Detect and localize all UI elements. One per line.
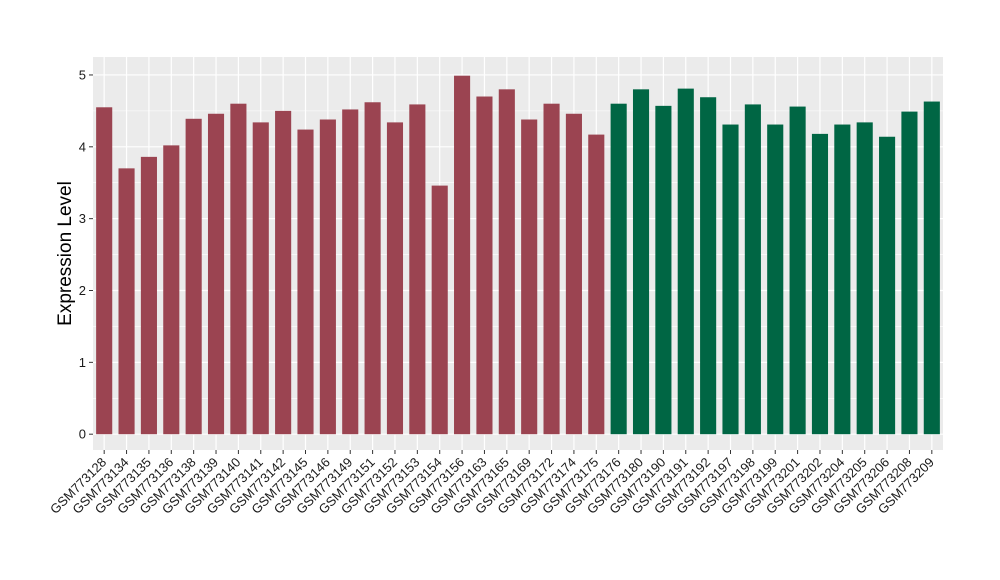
bar-GSM773174 — [565, 113, 582, 435]
bar-GSM773135 — [140, 156, 157, 435]
y-tick-label: 3 — [79, 211, 86, 226]
bar-GSM773206 — [879, 136, 896, 435]
bar-GSM773151 — [364, 102, 381, 435]
bar-GSM773199 — [767, 124, 784, 435]
bar-GSM773136 — [163, 145, 180, 435]
y-tick-label: 2 — [79, 283, 86, 298]
bar-GSM773208 — [901, 111, 918, 435]
bar-GSM773202 — [811, 133, 829, 435]
bar-GSM773152 — [386, 122, 404, 435]
bar-GSM773205 — [856, 122, 873, 435]
bar-GSM773169 — [521, 119, 538, 435]
bar-GSM773139 — [207, 113, 225, 435]
bar-GSM773191 — [677, 88, 694, 435]
bar-GSM773154 — [431, 185, 448, 435]
bar-GSM773209 — [923, 101, 940, 435]
x-axis: GSM773128GSM773134GSM773135GSM773136GSM7… — [47, 450, 937, 517]
bar-GSM773180 — [632, 89, 650, 435]
bar-GSM773163 — [476, 96, 493, 435]
y-axis-title: Expression Level — [55, 181, 76, 326]
bar-GSM773201 — [789, 106, 806, 435]
y-axis: 0 1 2 3 4 5 — [79, 67, 93, 442]
bar-GSM773140 — [230, 103, 247, 435]
bar-GSM773176 — [610, 103, 627, 435]
y-tick-label: 4 — [79, 139, 86, 154]
bars — [96, 75, 940, 435]
bar-GSM773175 — [588, 134, 605, 435]
bar-GSM773145 — [297, 129, 314, 435]
bar-GSM773142 — [275, 110, 292, 435]
y-tick-label: 0 — [79, 427, 86, 442]
bar-GSM773172 — [543, 103, 560, 435]
bar-GSM773141 — [252, 122, 269, 435]
bar-GSM773197 — [722, 124, 739, 435]
bar-GSM773138 — [185, 118, 202, 435]
bar-GSM773190 — [655, 105, 672, 435]
bar-GSM773128 — [96, 107, 113, 435]
bar-GSM773192 — [700, 97, 717, 435]
bar-GSM773149 — [342, 109, 359, 435]
bar-GSM773165 — [498, 89, 515, 435]
y-tick-label: 1 — [79, 355, 86, 370]
bar-GSM773134 — [118, 168, 135, 435]
bar-GSM773204 — [834, 124, 851, 435]
y-tick-label: 5 — [79, 67, 86, 82]
bar-GSM773146 — [319, 119, 336, 435]
bar-GSM773156 — [454, 75, 471, 435]
bar-GSM773198 — [744, 104, 761, 435]
bar-GSM773153 — [409, 104, 426, 435]
